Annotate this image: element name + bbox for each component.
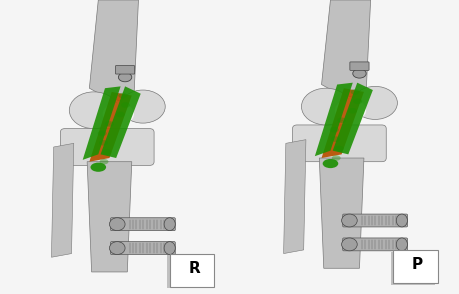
- Ellipse shape: [102, 103, 134, 125]
- Ellipse shape: [352, 86, 397, 119]
- FancyBboxPatch shape: [390, 252, 434, 285]
- Ellipse shape: [120, 90, 165, 123]
- Ellipse shape: [353, 98, 361, 104]
- FancyBboxPatch shape: [167, 255, 212, 288]
- Ellipse shape: [109, 242, 125, 255]
- Polygon shape: [332, 83, 372, 154]
- Ellipse shape: [118, 93, 127, 98]
- Polygon shape: [319, 158, 363, 268]
- Ellipse shape: [395, 214, 407, 227]
- FancyBboxPatch shape: [110, 218, 175, 230]
- Ellipse shape: [341, 214, 357, 227]
- Ellipse shape: [350, 89, 358, 95]
- Ellipse shape: [90, 163, 106, 172]
- Ellipse shape: [102, 149, 112, 155]
- Polygon shape: [83, 86, 120, 160]
- Ellipse shape: [331, 155, 340, 161]
- FancyBboxPatch shape: [342, 214, 407, 227]
- Polygon shape: [314, 83, 352, 156]
- FancyBboxPatch shape: [115, 66, 134, 74]
- FancyBboxPatch shape: [349, 62, 368, 70]
- Polygon shape: [283, 140, 305, 253]
- Polygon shape: [101, 86, 140, 158]
- Polygon shape: [51, 143, 73, 257]
- Ellipse shape: [341, 238, 357, 251]
- Ellipse shape: [164, 218, 175, 230]
- Text: R: R: [188, 261, 200, 276]
- Ellipse shape: [164, 242, 175, 255]
- Ellipse shape: [330, 136, 339, 142]
- Ellipse shape: [99, 159, 108, 164]
- Polygon shape: [87, 162, 131, 272]
- Ellipse shape: [334, 99, 365, 121]
- Polygon shape: [321, 88, 363, 158]
- Ellipse shape: [322, 159, 337, 168]
- FancyBboxPatch shape: [169, 253, 214, 287]
- FancyBboxPatch shape: [110, 242, 175, 255]
- FancyBboxPatch shape: [392, 250, 437, 283]
- FancyBboxPatch shape: [60, 129, 154, 165]
- FancyBboxPatch shape: [292, 125, 386, 162]
- Ellipse shape: [301, 88, 350, 125]
- Ellipse shape: [69, 92, 118, 129]
- Ellipse shape: [105, 121, 113, 127]
- FancyBboxPatch shape: [342, 238, 407, 251]
- Ellipse shape: [116, 112, 124, 117]
- Ellipse shape: [334, 146, 343, 151]
- Ellipse shape: [99, 140, 108, 146]
- Ellipse shape: [329, 127, 338, 132]
- Polygon shape: [321, 0, 370, 97]
- Ellipse shape: [347, 108, 356, 113]
- Ellipse shape: [336, 118, 345, 123]
- Ellipse shape: [352, 69, 365, 78]
- Ellipse shape: [118, 73, 131, 82]
- Polygon shape: [89, 92, 131, 162]
- Ellipse shape: [109, 218, 125, 230]
- Polygon shape: [89, 0, 138, 101]
- Ellipse shape: [395, 238, 407, 251]
- Ellipse shape: [121, 102, 130, 108]
- Ellipse shape: [97, 131, 106, 136]
- Text: P: P: [411, 257, 422, 272]
